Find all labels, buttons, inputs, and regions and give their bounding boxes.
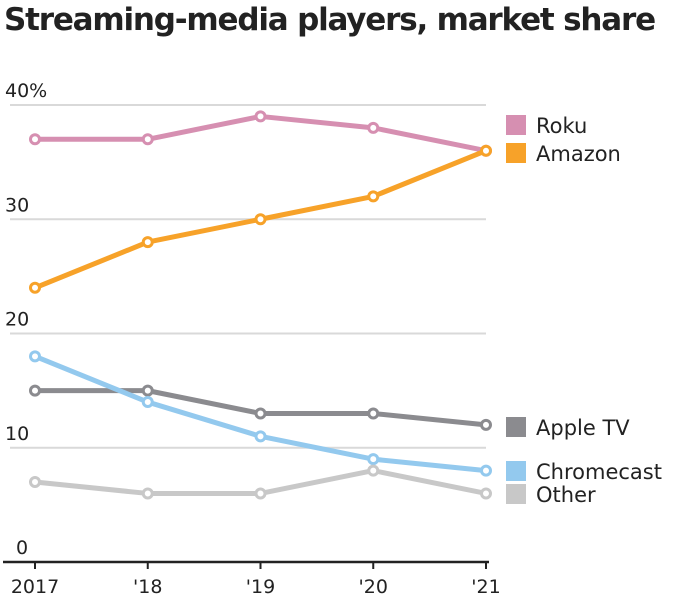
chart-title: Streaming-media players, market share bbox=[4, 2, 656, 38]
x-tick-label: '19 bbox=[246, 576, 275, 598]
y-tick-label: 30 bbox=[5, 194, 29, 216]
data-point bbox=[254, 407, 267, 420]
data-point bbox=[141, 487, 154, 500]
y-tick-label: 20 bbox=[5, 309, 29, 331]
data-point bbox=[367, 464, 380, 477]
data-point bbox=[29, 133, 41, 146]
data-point bbox=[29, 384, 41, 397]
data-point bbox=[254, 430, 267, 443]
series-apple-tv bbox=[29, 384, 492, 431]
legend-label: Other bbox=[536, 483, 596, 507]
legend-swatch bbox=[506, 115, 526, 135]
data-point bbox=[141, 236, 154, 249]
data-point bbox=[141, 133, 154, 146]
series-other bbox=[29, 464, 492, 500]
data-point bbox=[29, 350, 41, 363]
data-point bbox=[367, 190, 380, 203]
y-axis-ticks: 0 10 20 30 40% bbox=[5, 80, 47, 559]
data-point bbox=[480, 418, 492, 431]
legend-swatch bbox=[506, 143, 526, 163]
legend-swatch bbox=[506, 484, 526, 504]
x-tick-label: '18 bbox=[133, 576, 162, 598]
gridlines bbox=[10, 104, 486, 449]
data-point bbox=[480, 487, 492, 500]
series-chromecast bbox=[29, 350, 492, 477]
data-point bbox=[367, 121, 380, 134]
legend-item: Other bbox=[506, 483, 596, 507]
series-roku bbox=[29, 110, 492, 157]
data-point bbox=[29, 281, 41, 294]
legend-item: Roku bbox=[506, 114, 587, 138]
x-axis: 2017 '18 '19 '20 '21 bbox=[3, 560, 501, 598]
x-tick-label: 2017 bbox=[11, 576, 59, 598]
legend-item: Apple TV bbox=[506, 416, 630, 440]
data-point bbox=[254, 487, 267, 500]
legend-label: Roku bbox=[536, 114, 587, 138]
legend-label: Amazon bbox=[536, 142, 621, 166]
legend-item: Amazon bbox=[506, 142, 621, 166]
legend-label: Chromecast bbox=[536, 460, 662, 484]
y-tick-label: 10 bbox=[5, 423, 29, 445]
data-point bbox=[141, 396, 154, 409]
data-point bbox=[141, 384, 154, 397]
data-point bbox=[367, 407, 380, 420]
legend-label: Apple TV bbox=[536, 416, 630, 440]
data-point bbox=[480, 144, 492, 157]
y-tick-label: 40% bbox=[5, 80, 47, 102]
data-point bbox=[254, 110, 267, 123]
data-point bbox=[367, 453, 380, 466]
legend-item: Chromecast bbox=[506, 460, 662, 484]
legend-swatch bbox=[506, 461, 526, 481]
x-tick-label: '20 bbox=[359, 576, 388, 598]
data-point bbox=[29, 476, 41, 489]
x-tick-label: '21 bbox=[471, 576, 500, 598]
series-lines bbox=[29, 110, 492, 500]
series-amazon bbox=[29, 144, 492, 294]
legend-swatch bbox=[506, 417, 526, 437]
y-tick-label: 0 bbox=[16, 537, 28, 559]
data-point bbox=[254, 213, 267, 226]
data-point bbox=[480, 464, 492, 477]
